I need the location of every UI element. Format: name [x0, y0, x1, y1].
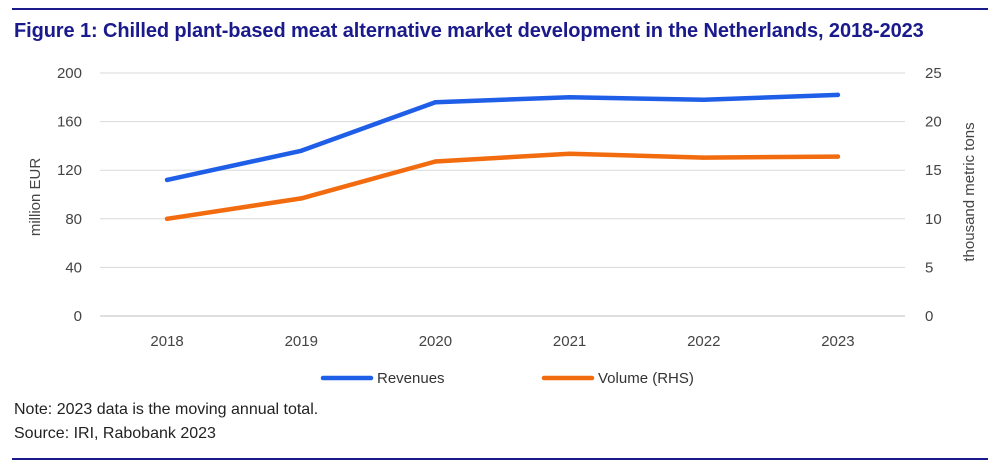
- y-tick-label: 200: [57, 65, 82, 82]
- y2-tick-label: 20: [925, 114, 942, 131]
- y2-tick-label: 15: [925, 162, 942, 179]
- chart-title: Figure 1: Chilled plant-based meat alter…: [14, 20, 924, 42]
- data-point: [835, 92, 841, 98]
- data-point: [299, 148, 304, 153]
- y-tick-label: 0: [74, 308, 82, 325]
- series-line-volume: [164, 151, 841, 222]
- source-text: Source: IRI, Rabobank 2023: [14, 425, 216, 442]
- legend-label: Volume (RHS): [598, 370, 694, 387]
- note-text: Note: 2023 data is the moving annual tot…: [14, 401, 319, 418]
- data-point: [835, 154, 841, 159]
- y2-tick-label: 10: [925, 211, 942, 228]
- data-point: [299, 196, 304, 201]
- y2-tick-label: 0: [925, 308, 933, 325]
- y-tick-label: 80: [65, 211, 82, 228]
- y-axis-label: million EUR: [27, 158, 44, 237]
- series-line-revenues: [164, 92, 841, 183]
- data-point: [433, 159, 438, 164]
- legend: Revenues Volume (RHS): [320, 370, 694, 387]
- gridlines: [100, 72, 905, 317]
- y2-tick-label: 25: [925, 65, 942, 82]
- y-tick-label: 40: [65, 259, 82, 276]
- x-tick-label: 2020: [419, 333, 452, 350]
- footnote: Note: 2023 data is the moving annual tot…: [14, 398, 318, 446]
- data-point: [567, 151, 572, 156]
- legend-label: Revenues: [377, 370, 445, 387]
- data-point: [701, 155, 706, 160]
- x-tick-label: 2023: [821, 333, 854, 350]
- data-point: [164, 177, 170, 183]
- bottom-rule: [12, 458, 988, 460]
- series-lines: [164, 92, 841, 222]
- data-point: [701, 97, 706, 102]
- tick-labels: 0 40 80 120 160 200 0 5 10 15 20 25 2018 2019 2020 2021…: [57, 65, 942, 350]
- x-tick-label: 2021: [553, 333, 586, 350]
- data-point: [567, 95, 572, 100]
- x-tick-label: 2022: [687, 333, 720, 350]
- data-point: [164, 216, 170, 221]
- x-tick-label: 2018: [150, 333, 183, 350]
- data-point: [433, 99, 438, 105]
- y-tick-label: 120: [57, 162, 82, 179]
- top-rule: [12, 8, 988, 10]
- x-tick-label: 2019: [285, 333, 318, 350]
- y-tick-label: 160: [57, 114, 82, 131]
- y2-axis-label: thousand metric tons: [961, 122, 978, 261]
- y2-tick-label: 5: [925, 259, 933, 276]
